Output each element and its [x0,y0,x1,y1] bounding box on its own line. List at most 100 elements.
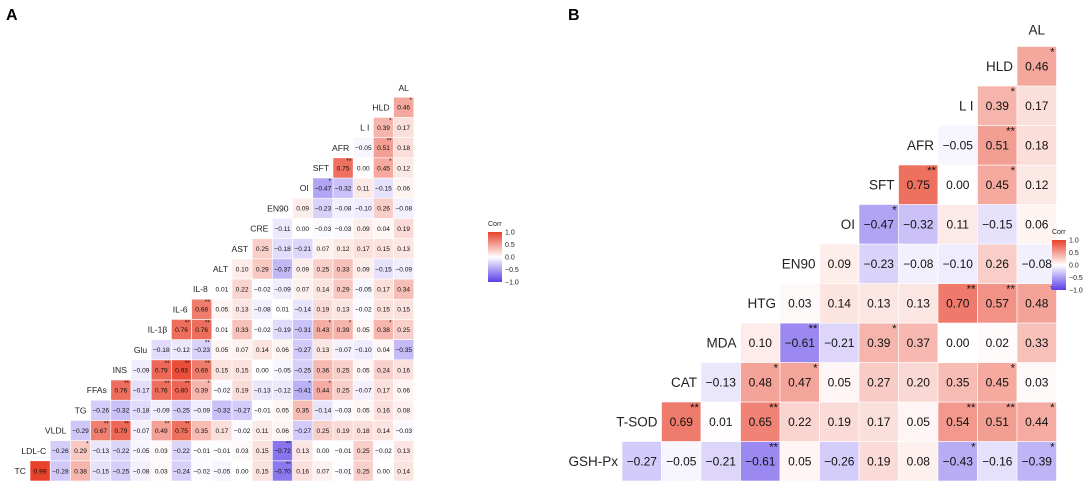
cell-value-label: 0.09 [828,257,852,271]
cell-value-label: −0.18 [153,347,170,354]
cell-value-label: −0.25 [294,367,311,374]
row-label: AFR [907,138,934,153]
cell-value-label: −0.02 [375,448,392,455]
row-label: T-SOD [616,415,658,430]
cell-value-label: −0.15 [92,468,109,475]
legend-title: Corr [488,221,502,228]
cell-value-label: 0.25 [337,387,350,394]
legend-tick-label: 1.0 [1069,238,1079,245]
row-label: L I [959,99,974,114]
cell-value-label: 0.25 [316,428,329,435]
cell-value-label: 0.15 [215,367,228,374]
cell-value-label: −0.26 [52,448,69,455]
significance-mark: * [349,319,352,326]
cell-value-label: 0.45 [377,165,390,172]
cell-value-label: −0.47 [315,185,332,192]
significance-mark: ** [185,380,190,387]
cell-value-label: 0.19 [867,455,891,469]
legend-tick-label: −0.5 [505,267,519,274]
cell-value-label: −0.21 [294,246,311,253]
cell-value-label: 0.15 [236,367,249,374]
cell-value-label: 0.07 [236,347,249,354]
cell-value-label: 0.35 [296,408,309,415]
significance-mark: ** [185,360,190,367]
cell-value-label: 0.22 [236,286,249,293]
cell-value-label: −0.29 [72,428,89,435]
heatmap-cell [700,401,741,442]
row-label: HTG [748,296,777,311]
cell-value-label: 0.13 [316,347,329,354]
cell-value-label: 0.19 [316,307,329,314]
row-label: OI [841,217,855,232]
cell-value-label: −0.16 [982,455,1013,469]
cell-value-label: 0.39 [986,99,1010,113]
heatmap-cell [1016,85,1057,126]
cell-value-label: 0.18 [397,145,410,152]
cell-value-label: −0.02 [214,387,231,394]
heatmap-cell [1016,243,1057,284]
cell-value-label: 0.18 [1025,139,1049,153]
cell-value-label: −0.02 [254,327,271,334]
cell-value-label: 0.68 [195,307,208,314]
cell-value-label: 0.17 [215,428,228,435]
cell-value-label: 0.80 [175,387,188,394]
cell-value-label: −0.09 [274,286,291,293]
heatmap-cell [1016,401,1057,442]
cell-value-label: −0.27 [234,408,251,415]
heatmap-cell [898,164,939,205]
cell-value-label: 0.13 [337,307,350,314]
row-label: CRE [250,224,268,234]
cell-value-label: 0.39 [867,336,891,350]
cell-value-label: 0.00 [236,468,249,475]
cell-value-label: 0.09 [357,226,370,233]
significance-mark: ** [205,360,210,367]
significance-mark: ** [104,420,109,427]
row-label: TG [75,405,87,415]
cell-value-label: −0.23 [864,257,895,271]
cell-value-label: −0.22 [113,448,130,455]
legend-tick-label: −1.0 [505,280,519,287]
cell-value-label: 0.27 [867,376,891,390]
heatmap-cell [898,322,939,363]
cell-value-label: 0.69 [195,367,208,374]
cell-value-label: 0.18 [357,428,370,435]
cell-value-label: −0.07 [133,428,150,435]
cell-value-label: 0.54 [946,415,970,429]
cell-value-label: 0.06 [276,428,289,435]
cell-value-label: −0.24 [173,468,190,475]
cell-value-label: −0.07 [335,347,352,354]
cell-value-label: 0.05 [215,307,228,314]
significance-mark: ** [1006,284,1015,296]
cell-value-label: 0.39 [377,125,390,132]
significance-mark: * [1050,47,1055,59]
cell-value-label: −0.28 [52,468,69,475]
cell-value-label: −0.08 [335,206,352,213]
cell-value-label: −0.22 [173,448,190,455]
cell-value-label: −0.32 [113,408,130,415]
cell-value-label: −0.35 [395,347,412,354]
cell-value-label: −0.13 [706,376,737,390]
cell-value-label: 0.09 [296,266,309,273]
cell-value-label: 0.15 [256,468,269,475]
heatmap-cell [937,204,978,245]
heatmap-cell [819,243,860,284]
cell-value-label: −0.01 [254,408,271,415]
cell-value-label: 0.16 [377,408,390,415]
cell-value-label: 0.07 [316,468,329,475]
cell-value-label: 0.17 [377,286,390,293]
heatmap-cell [779,322,820,363]
heatmap-cell [661,441,702,482]
cell-value-label: 0.76 [195,327,208,334]
cell-value-label: 0.11 [357,185,370,192]
cell-value-label: 0.05 [357,367,370,374]
significance-mark: * [892,323,897,335]
significance-mark: * [892,205,897,217]
cell-value-label: 0.14 [316,286,329,293]
cell-value-label: 0.05 [215,347,228,354]
cell-value-label: 0.04 [377,226,390,233]
significance-mark: ** [205,319,210,326]
heatmap-cell [858,283,899,324]
cell-value-label: 0.03 [236,448,249,455]
